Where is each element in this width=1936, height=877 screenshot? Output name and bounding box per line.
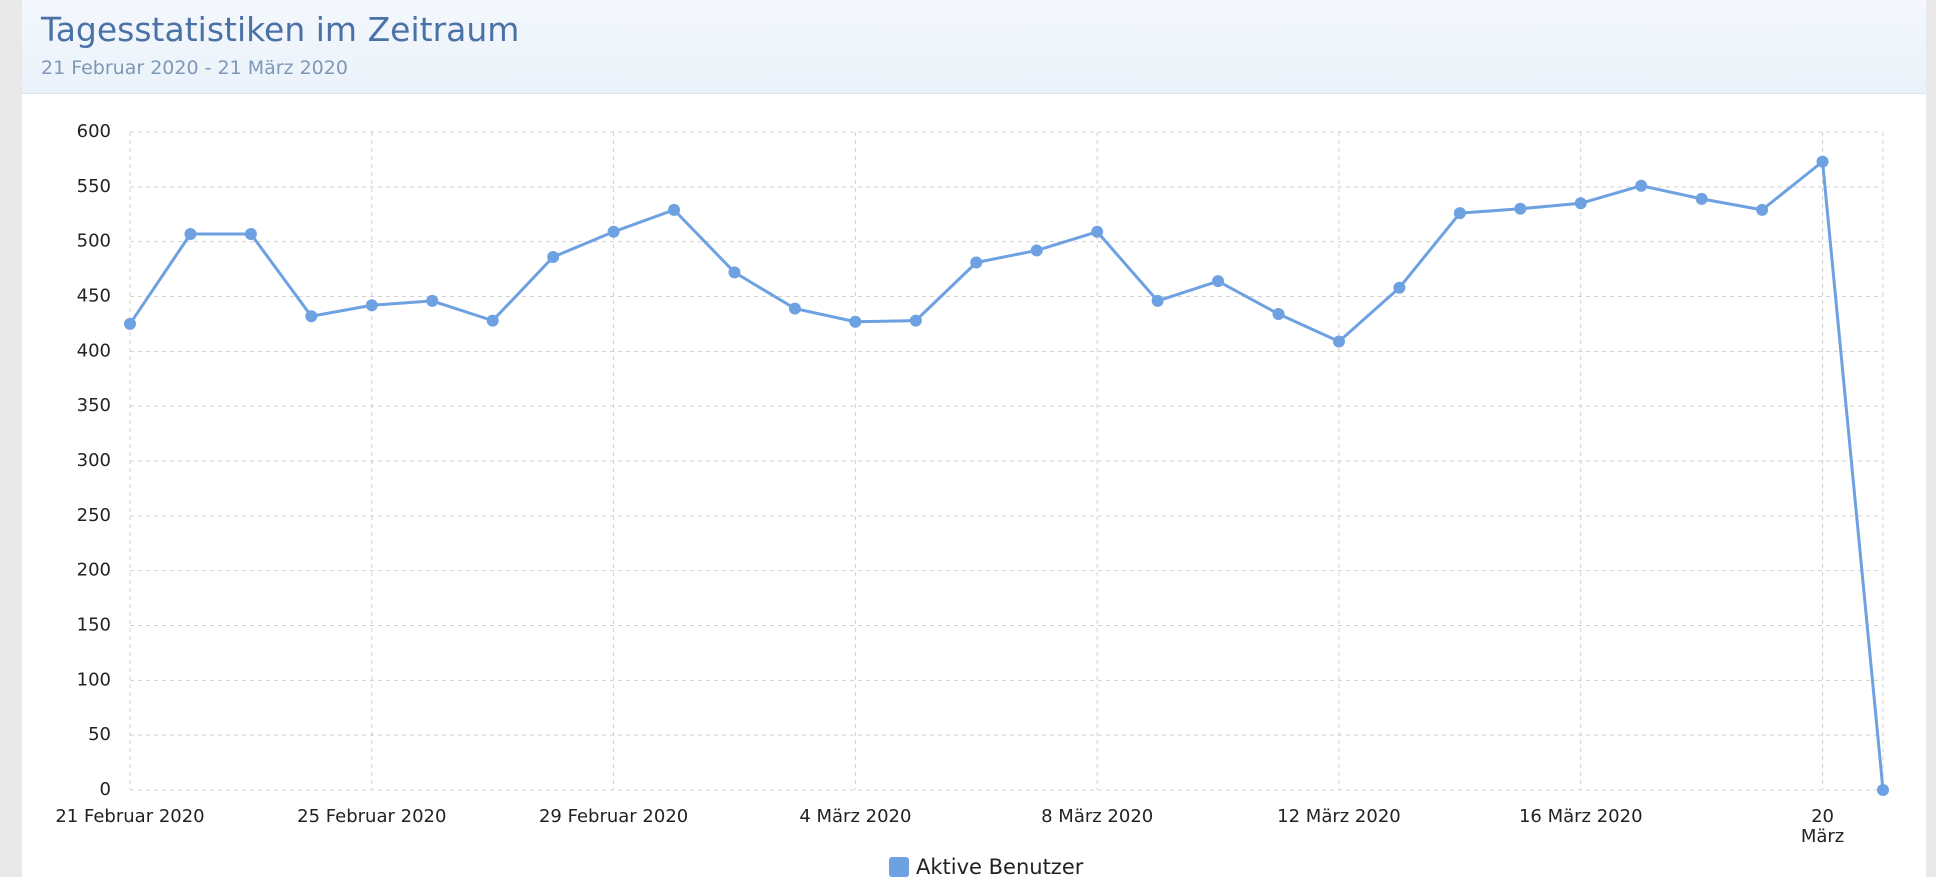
data-point bbox=[607, 225, 620, 238]
data-point bbox=[668, 203, 681, 216]
y-tick-label: 300 bbox=[77, 450, 111, 471]
data-point bbox=[1574, 197, 1587, 210]
y-tick-label: 600 bbox=[77, 121, 111, 142]
data-point bbox=[1393, 281, 1406, 294]
y-tick-label: 200 bbox=[77, 560, 111, 581]
data-point bbox=[1030, 244, 1043, 257]
y-tick-label: 350 bbox=[77, 395, 111, 416]
data-point bbox=[1877, 784, 1889, 796]
x-tick-label: 21 Februar 2020 bbox=[55, 806, 204, 827]
y-tick-label: 100 bbox=[77, 669, 111, 690]
legend-label: Aktive Benutzer bbox=[916, 855, 1084, 877]
data-point bbox=[124, 317, 136, 330]
y-tick-label: 400 bbox=[77, 340, 111, 361]
x-tick-label: 25 Februar 2020 bbox=[297, 806, 446, 827]
data-point bbox=[305, 310, 318, 323]
x-tick-label: 8 März 2020 bbox=[1041, 806, 1153, 827]
data-point bbox=[1151, 294, 1164, 307]
data-point bbox=[728, 266, 741, 279]
data-point bbox=[1272, 308, 1285, 321]
data-point bbox=[849, 315, 862, 328]
panel-header: Tagesstatistiken im Zeitraum 21 Februar … bbox=[22, 0, 1926, 94]
x-tick-label-line: 20 bbox=[1811, 806, 1834, 827]
data-point bbox=[1756, 203, 1769, 216]
data-point bbox=[1635, 179, 1648, 192]
data-point bbox=[1514, 202, 1527, 215]
panel-subtitle: 21 Februar 2020 - 21 März 2020 bbox=[41, 57, 348, 79]
y-tick-label: 250 bbox=[77, 505, 111, 526]
data-point bbox=[970, 256, 983, 269]
stats-panel: Tagesstatistiken im Zeitraum 21 Februar … bbox=[22, 0, 1926, 877]
y-tick-label: 500 bbox=[77, 231, 111, 252]
data-point bbox=[1695, 192, 1708, 205]
y-tick-label: 450 bbox=[77, 286, 111, 307]
data-point bbox=[1453, 207, 1466, 220]
data-point bbox=[1332, 335, 1345, 348]
x-tick-label: 29 Februar 2020 bbox=[539, 806, 688, 827]
data-point bbox=[1816, 155, 1829, 168]
series-line bbox=[128, 160, 1885, 791]
x-tick-label: 4 März 2020 bbox=[799, 806, 911, 827]
x-tick-label: 20 März bbox=[1801, 806, 1844, 847]
data-point bbox=[909, 314, 922, 327]
panel-title: Tagesstatistiken im Zeitraum bbox=[41, 10, 520, 49]
data-point bbox=[1212, 275, 1225, 288]
data-point bbox=[486, 314, 499, 327]
data-point bbox=[1091, 225, 1104, 238]
legend-swatch bbox=[889, 857, 909, 877]
x-tick-label: 12 März 2020 bbox=[1277, 806, 1401, 827]
x-tick-label: 16 März 2020 bbox=[1519, 806, 1643, 827]
y-tick-label: 550 bbox=[77, 176, 111, 197]
data-point bbox=[184, 227, 197, 240]
x-tick-label-line: März bbox=[1801, 826, 1844, 847]
data-point bbox=[244, 227, 257, 240]
y-tick-label: 150 bbox=[77, 615, 111, 636]
data-point bbox=[788, 302, 801, 315]
data-point bbox=[547, 251, 560, 264]
y-tick-label: 50 bbox=[88, 724, 111, 745]
y-tick-label: 0 bbox=[100, 779, 111, 800]
data-point bbox=[365, 299, 378, 312]
data-point bbox=[426, 294, 439, 307]
